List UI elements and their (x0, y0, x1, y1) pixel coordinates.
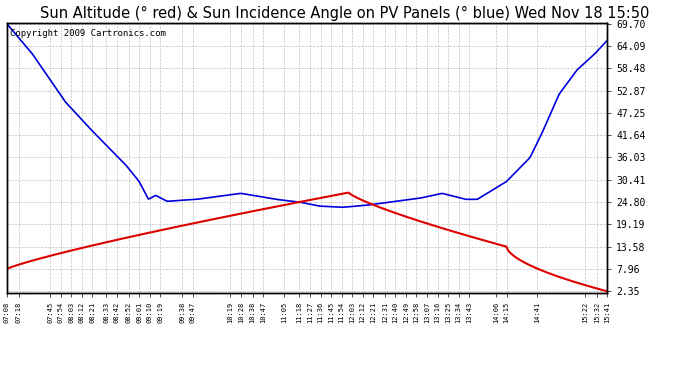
Text: Copyright 2009 Cartronics.com: Copyright 2009 Cartronics.com (10, 29, 166, 38)
Text: Sun Altitude (° red) & Sun Incidence Angle on PV Panels (° blue) Wed Nov 18 15:5: Sun Altitude (° red) & Sun Incidence Ang… (40, 6, 650, 21)
